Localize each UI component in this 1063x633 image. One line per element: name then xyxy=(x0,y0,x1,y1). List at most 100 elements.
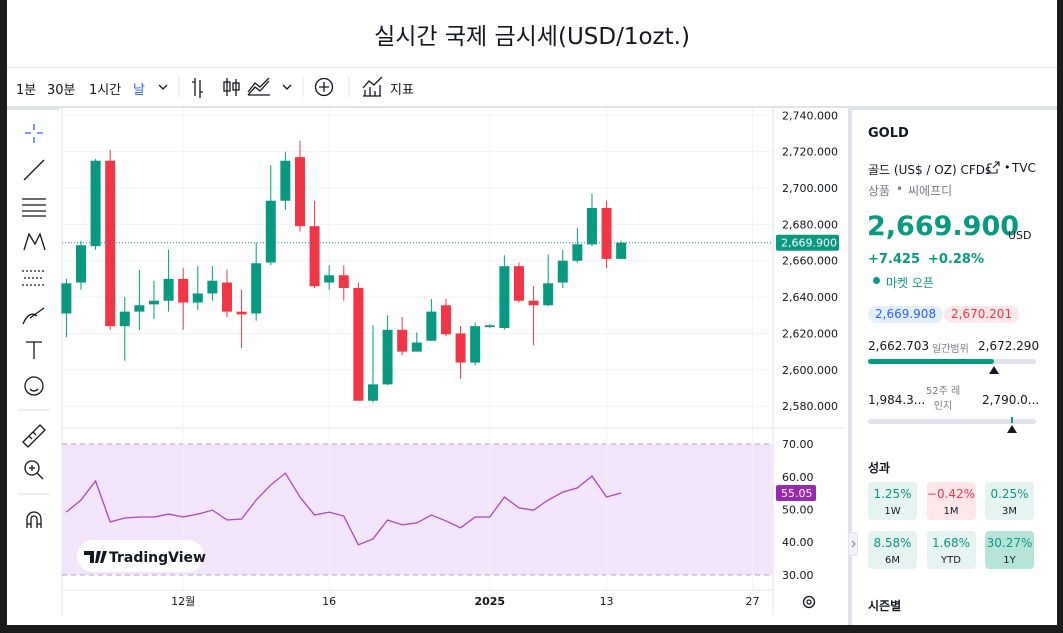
candle-body xyxy=(192,293,203,303)
last-price-label: 2,669.900 xyxy=(781,237,837,250)
ask: 2,670.201 xyxy=(944,306,1020,323)
week52-low: 1,984.3... xyxy=(868,393,926,407)
emoji-tool[interactable] xyxy=(24,376,44,396)
tag: 씨에프디 xyxy=(908,184,953,198)
external-link-icon[interactable]: • xyxy=(986,161,1012,175)
day-range-label: 일간범위 xyxy=(932,344,969,355)
text-tool[interactable] xyxy=(26,341,42,359)
candle-body xyxy=(280,160,291,201)
candle-body xyxy=(499,266,510,328)
performance-cell[interactable]: −0.42% 1M xyxy=(926,482,976,520)
y-tick-label: 40.00 xyxy=(782,536,814,549)
candle-body xyxy=(426,311,437,341)
week52-marker xyxy=(1007,417,1017,433)
performance-period: 1M xyxy=(943,506,959,517)
y-tick-label: 2,600.000 xyxy=(782,364,838,377)
performance-period: YTD xyxy=(941,555,961,566)
candle-body xyxy=(411,342,422,352)
candle-body xyxy=(236,311,247,315)
collapse-button[interactable] xyxy=(848,532,858,556)
brush-tool[interactable] xyxy=(22,307,45,325)
candle-body xyxy=(105,160,116,327)
description: 골드 (US$ / OZ) CFDs xyxy=(868,163,992,177)
pattern-tool[interactable] xyxy=(23,232,46,251)
change-percent: +0.28% xyxy=(928,252,984,267)
performance-value: 30.27% xyxy=(986,536,1033,550)
week52-label: 52주 레인지 xyxy=(925,386,961,412)
performance-period: 1W xyxy=(884,506,901,517)
interval-button[interactable]: 1시간 xyxy=(89,83,122,98)
indicator-button[interactable]: 지표 xyxy=(390,83,414,98)
symbol-panel: GOLD 골드 (US$ / OZ) CFDs • TVC 상품 • 씨에프디 … xyxy=(848,110,1061,625)
rsi-last-tag xyxy=(776,484,816,501)
week52-high: 2,790.0... xyxy=(982,393,1040,407)
candle-body xyxy=(601,208,612,259)
rsi-line xyxy=(65,472,622,546)
bid: 2,669.908 xyxy=(868,306,944,323)
y-tick-label: 2,700.000 xyxy=(782,182,838,195)
candle-body xyxy=(543,283,554,306)
projection-tool[interactable] xyxy=(22,270,46,286)
candle-body xyxy=(586,208,597,245)
candle-body xyxy=(528,300,539,306)
magnet-tool[interactable] xyxy=(26,511,42,528)
performance-cell[interactable]: 1.25% 1W xyxy=(868,482,917,520)
candle-body xyxy=(470,326,481,363)
last-price-tag xyxy=(776,234,839,251)
performance-period: 1Y xyxy=(1003,555,1016,566)
bar-icon[interactable] xyxy=(192,78,203,98)
add-icon[interactable] xyxy=(314,77,334,97)
x-tick-label: 2025 xyxy=(474,595,505,608)
candle-body xyxy=(163,278,174,301)
settings-gear[interactable] xyxy=(802,595,816,609)
performance-cell[interactable]: 30.27% 1Y xyxy=(985,531,1034,569)
watermark: TradingView xyxy=(77,540,206,572)
performance-title: 성과 xyxy=(868,461,891,475)
rsi-last-label: 55.05 xyxy=(781,487,813,500)
performance-cell[interactable]: 8.58% 6M xyxy=(868,531,917,569)
performance-period: 3M xyxy=(1002,506,1017,517)
ruler-tool[interactable] xyxy=(22,424,46,448)
symbol: GOLD xyxy=(868,126,909,141)
candle-body xyxy=(353,288,364,401)
interval-button[interactable]: 1분 xyxy=(16,83,37,98)
y-tick-label: 2,580.000 xyxy=(782,400,838,413)
candle-body xyxy=(572,244,583,261)
y-tick-label: 2,660.000 xyxy=(782,255,838,268)
fib-tool[interactable] xyxy=(22,198,46,217)
change: +7.425 xyxy=(868,252,921,267)
currency: USD xyxy=(1008,229,1032,242)
candle-body xyxy=(148,300,159,305)
week52-track xyxy=(868,419,1036,424)
zoom-tool[interactable] xyxy=(24,460,40,476)
crosshair-tool[interactable] xyxy=(25,124,43,143)
tag: 상품 xyxy=(868,184,891,198)
y-tick-label: 2,620.000 xyxy=(782,327,838,340)
candle-body xyxy=(557,260,568,283)
line-tool[interactable] xyxy=(23,159,45,181)
candle-body xyxy=(513,266,524,301)
area-icon[interactable] xyxy=(247,77,270,96)
candle-body xyxy=(324,275,335,283)
candle-icon[interactable] xyxy=(223,78,240,96)
settings-icon[interactable] xyxy=(802,595,816,609)
page-title: 실시간 국제 금시세(USD/1ozt.) xyxy=(7,0,1057,68)
watermark-bg xyxy=(77,540,204,572)
drawing-toolbar xyxy=(18,124,50,528)
interval-button[interactable]: 날 xyxy=(133,83,145,98)
candle-body xyxy=(367,384,378,401)
interval-button[interactable]: 30분 xyxy=(47,83,76,98)
indicator-icon[interactable] xyxy=(362,76,383,97)
chart: 12월 16 2025 13 27 2,580.000 2,600.000 2,620.000… xyxy=(59,108,848,625)
x-tick-label: 27 xyxy=(746,595,760,608)
watermark-text: TradingView xyxy=(109,550,206,566)
candle-body xyxy=(75,245,86,283)
dot: • xyxy=(1004,161,1011,174)
dropdown-icon[interactable] xyxy=(158,84,168,90)
dropdown-icon[interactable] xyxy=(282,84,292,90)
performance-cell[interactable]: 0.25% 3M xyxy=(985,482,1034,520)
toolbar-icons xyxy=(158,76,383,98)
y-tick-label: 2,720.000 xyxy=(782,146,838,159)
performance-cell[interactable]: 1.68% YTD xyxy=(926,531,976,569)
candle-body xyxy=(61,283,72,314)
